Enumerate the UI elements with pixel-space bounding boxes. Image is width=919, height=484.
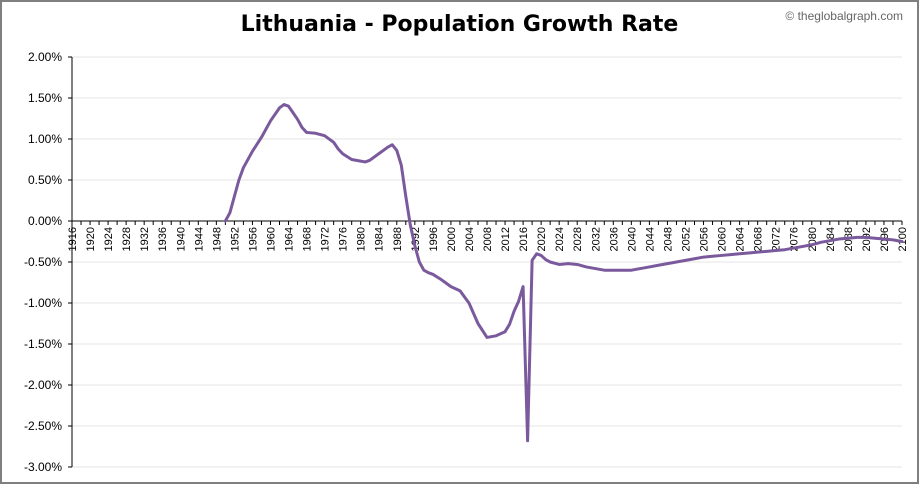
gridlines <box>71 56 902 468</box>
x-tick-label: 2060 <box>717 227 729 251</box>
x-tick-label: 1952 <box>229 227 241 251</box>
x-tick-label: 1948 <box>211 227 223 251</box>
x-tick-label: 2080 <box>807 227 819 251</box>
x-tick-label: 1928 <box>121 227 133 251</box>
x-tick-label: 1944 <box>193 227 205 251</box>
series-line-0 <box>223 103 904 443</box>
x-tick-label: 1924 <box>103 227 115 251</box>
x-tick-label: 1960 <box>265 227 277 251</box>
x-tick-label: 2036 <box>608 227 620 251</box>
x-tick-label: 1976 <box>338 227 350 251</box>
x-tick-label: 1972 <box>320 227 332 251</box>
x-tick-label: 2004 <box>464 227 476 251</box>
x-tick-label: 1996 <box>428 227 440 251</box>
y-tick-label: -1.00% <box>24 296 62 310</box>
x-tick-label: 1936 <box>157 227 169 251</box>
x-tick-label: 1964 <box>284 227 296 251</box>
x-tick-label: 2044 <box>644 227 656 251</box>
x-tick-label: 2008 <box>482 227 494 251</box>
x-tick-label: 2000 <box>446 227 458 251</box>
x-tick-label: 2068 <box>753 227 765 251</box>
x-tick-label: 1968 <box>302 227 314 251</box>
x-tick-label: 2064 <box>735 227 747 251</box>
y-tick-label: 1.00% <box>28 132 62 146</box>
y-tick-label: 2.00% <box>28 50 62 64</box>
x-tick-label: 1988 <box>392 227 404 251</box>
y-tick-label: 1.50% <box>28 91 62 105</box>
y-tick-label: -2.50% <box>24 419 62 433</box>
x-tick-label: 2020 <box>536 227 548 251</box>
x-axis: 1916 1920 1924 1928 1932 1936 1940 1944 1948 1952… <box>67 220 909 251</box>
x-tick-label: 2028 <box>572 227 584 251</box>
x-tick-label: 1984 <box>374 227 386 251</box>
x-tick-label: 2056 <box>699 227 711 251</box>
y-tick-label: -2.00% <box>24 378 62 392</box>
x-tick-label: 1980 <box>356 227 368 251</box>
credit-text: © theglobalgraph.com <box>785 9 903 23</box>
x-tick-label: 1920 <box>85 227 97 251</box>
y-tick-label: 0.00% <box>28 214 62 228</box>
x-tick-label: 1940 <box>175 227 187 251</box>
x-tick-label: 2076 <box>789 227 801 251</box>
y-axis-ticks: 2.00% 1.50% 1.00% 0.50% 0.00% -0.50% -1.00% -1.… <box>24 50 72 474</box>
x-tick-label: 1916 <box>67 227 79 251</box>
y-tick-label: -1.50% <box>24 337 62 351</box>
x-tick-label: 2072 <box>771 227 783 251</box>
chart-title: Lithuania - Population Growth Rate <box>240 12 679 37</box>
x-tick-label: 1956 <box>247 227 259 251</box>
y-tick-label: -3.00% <box>24 460 62 474</box>
x-tick-label: 2052 <box>680 227 692 251</box>
x-tick-label: 2012 <box>500 227 512 251</box>
x-tick-label: 2092 <box>861 227 873 251</box>
x-tick-label: 2048 <box>662 227 674 251</box>
y-tick-label: 0.50% <box>28 173 62 187</box>
y-tick-label: -0.50% <box>24 255 62 269</box>
x-tick-label: 2100 <box>897 227 909 251</box>
x-tick-label: 2024 <box>554 227 566 251</box>
series-layer <box>223 103 904 443</box>
x-tick-label: 1932 <box>139 227 151 251</box>
x-tick-label: 2032 <box>590 227 602 251</box>
x-tick-label: 2016 <box>518 227 530 251</box>
x-tick-label: 2040 <box>626 227 638 251</box>
